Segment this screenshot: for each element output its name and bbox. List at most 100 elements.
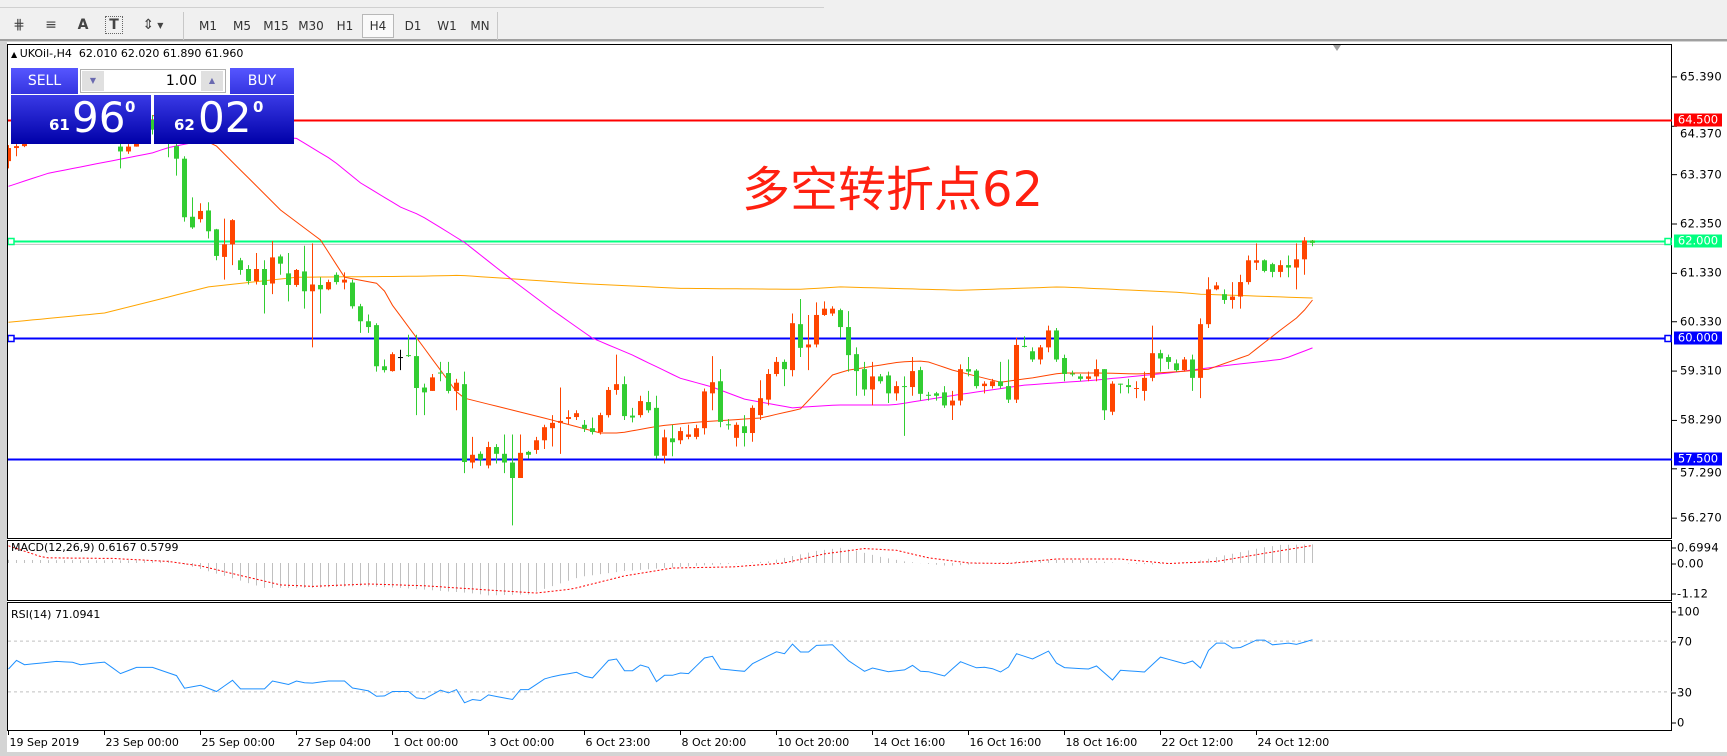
candle <box>526 450 531 459</box>
candle <box>198 203 203 223</box>
text-label-icon[interactable]: T <box>105 16 123 34</box>
candle-body <box>414 356 419 389</box>
annotation-text[interactable]: 多空转折点62 <box>742 162 1044 218</box>
candle <box>646 390 651 413</box>
candle-body <box>214 229 219 256</box>
candle-body <box>182 158 187 218</box>
macd-signal-line <box>8 545 1313 594</box>
timeframe-m30-button[interactable]: M30 <box>298 19 324 33</box>
toolbar-separator <box>497 12 498 40</box>
candle-body <box>646 402 651 411</box>
candle-body <box>750 407 755 434</box>
buy-button[interactable]: BUY <box>230 68 294 94</box>
date-axis-label: 18 Oct 16:00 <box>1065 736 1138 749</box>
candle <box>638 395 643 418</box>
timeframe-d1-button[interactable]: D1 <box>404 19 422 33</box>
candle-body <box>206 210 211 232</box>
one-click-trading-panel: SELL ▼ 1.00 ▲ BUY 61 96 0 62 02 0 <box>11 68 294 144</box>
candle-body <box>758 398 763 416</box>
candle <box>478 451 483 466</box>
candle <box>590 417 595 435</box>
elliott-wave-icon[interactable]: ⋕ <box>13 17 25 33</box>
timeframe-w1-button[interactable]: W1 <box>437 19 457 33</box>
candle <box>1086 371 1091 382</box>
candle <box>894 381 899 401</box>
candle-body <box>438 372 443 374</box>
candle-body <box>726 424 731 426</box>
line-handle[interactable] <box>1664 334 1672 343</box>
price-axis-label: 56.270 <box>1680 510 1723 525</box>
candle-body <box>622 384 627 417</box>
timeframe-mn-button[interactable]: MN <box>470 19 490 33</box>
candle-body <box>326 282 331 290</box>
timeframe-h4-button[interactable]: H4 <box>362 14 394 38</box>
level-price-label: 60.000 <box>1674 331 1722 345</box>
arrows-dropdown-icon[interactable]: ⇕ ▼ <box>136 13 170 37</box>
date-axis-label: 10 Oct 20:00 <box>777 736 850 749</box>
macd-axis-label: -1.12 <box>1677 586 1709 601</box>
candle <box>966 357 971 377</box>
candle <box>302 245 307 309</box>
candle-body <box>470 454 475 463</box>
candle <box>510 434 515 526</box>
candle-body <box>1126 385 1131 388</box>
candle-body <box>782 361 787 370</box>
price-axis-label: 58.290 <box>1680 412 1723 427</box>
candle-body <box>710 382 715 394</box>
timeframe-m15-button[interactable]: M15 <box>263 19 289 33</box>
sell-price-box[interactable]: 61 96 0 <box>11 93 151 144</box>
collapse-triangle-icon[interactable]: ▲ <box>11 50 20 59</box>
candle-body <box>822 308 827 315</box>
candle <box>702 388 707 435</box>
candle-body <box>942 392 947 406</box>
timeframe-h1-button[interactable]: H1 <box>336 19 354 33</box>
candle <box>1166 354 1171 370</box>
candle-body <box>334 274 339 283</box>
candle <box>974 369 979 389</box>
chevron-down-icon: ▼ <box>157 20 164 30</box>
candle <box>742 415 747 447</box>
line-handle[interactable] <box>1664 237 1672 246</box>
lot-size-input[interactable]: 1.00 <box>165 73 197 89</box>
text-icon[interactable]: A <box>77 17 89 33</box>
timeframe-m1-button[interactable]: M1 <box>199 19 217 33</box>
candle-body <box>958 369 963 401</box>
candle-body <box>1118 383 1123 385</box>
toolbar-separator <box>183 12 184 40</box>
candle-body <box>1006 386 1011 400</box>
candle-body <box>254 269 259 282</box>
candle-body <box>1102 369 1107 411</box>
candle-body <box>766 373 771 400</box>
candle <box>1222 289 1227 304</box>
candle-body <box>14 146 19 149</box>
sell-price-pips: 96 <box>72 93 126 142</box>
candle <box>670 424 675 457</box>
line-handle[interactable] <box>8 334 15 343</box>
candle <box>654 395 659 459</box>
lot-increase-button[interactable]: ▲ <box>201 71 223 91</box>
chart-shift-marker-icon[interactable] <box>1333 45 1341 51</box>
macd-axis-label: 0.00 <box>1677 556 1704 571</box>
candle <box>694 424 699 440</box>
candle-body <box>742 426 747 434</box>
candle <box>782 359 787 387</box>
buy-price-box[interactable]: 62 02 0 <box>154 93 294 144</box>
candle <box>798 298 803 358</box>
candle-body <box>230 220 235 245</box>
candle-body <box>126 146 131 152</box>
chart-window[interactable] <box>7 42 1727 752</box>
line-handle[interactable] <box>8 237 15 246</box>
candle <box>1094 359 1099 382</box>
candle-body <box>446 373 451 391</box>
sell-button[interactable]: SELL <box>11 68 78 94</box>
fibonacci-icon[interactable]: ≡ <box>45 17 57 33</box>
timeframe-m5-button[interactable]: M5 <box>233 19 251 33</box>
candle <box>470 436 475 469</box>
candle <box>486 441 491 469</box>
candle <box>358 303 363 333</box>
candle-body <box>1030 351 1035 360</box>
lot-decrease-button[interactable]: ▼ <box>82 71 104 91</box>
candle <box>222 218 227 280</box>
drawing-timeframe-toolbar: ⋕ ≡ A T ⇕ ▼ M1 M5 M15 M30 H1 H4 D1 W1 MN <box>0 9 1727 41</box>
